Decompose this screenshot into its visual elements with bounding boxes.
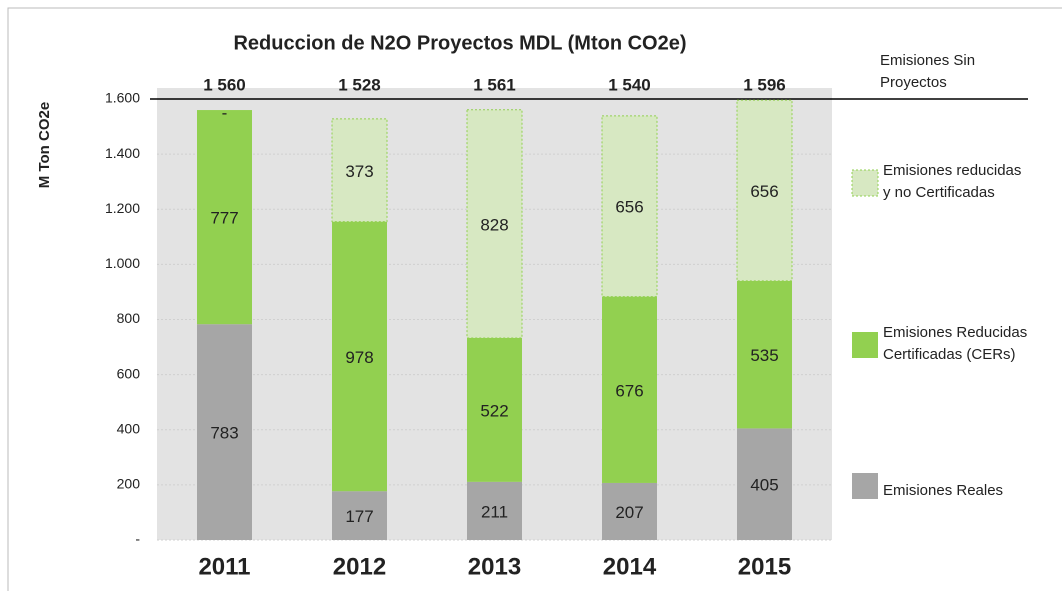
data-label: 656 [750,182,778,201]
total-label: 1 528 [338,75,381,94]
data-label: 373 [345,162,373,181]
bar-segment [602,296,657,483]
bar-segment [331,118,388,223]
y-tick-label: - [135,531,140,547]
data-label: 207 [615,503,643,522]
legend-label: Emisiones Reducidas Certificadas (CERs) [883,324,1028,363]
bar-segment [737,428,792,540]
x-tick-label: 2014 [603,553,657,580]
x-tick-label: 2011 [198,553,250,580]
y-tick-label: 1.400 [105,145,140,161]
legend-swatch [852,332,878,358]
data-label: 177 [345,507,373,526]
bar-segment [332,491,387,540]
bar-segment [197,324,252,540]
data-label: 676 [615,381,643,400]
totals-legend: Emisiones Sin Proyectos [880,52,976,91]
x-tick-label: 2015 [738,553,791,580]
bar-segment [467,481,522,540]
chart-title: Reduccion de N2O Proyectos MDL (Mton CO2… [233,32,686,54]
x-tick-label: 2012 [333,553,386,580]
bar-segment [466,109,523,339]
bar-segment [601,115,658,298]
frame [7,7,1062,591]
y-tick-label: 400 [117,420,141,436]
total-label: 1 540 [608,75,651,94]
y-tick-label: 1.200 [105,200,140,216]
y-axis-title: M Ton CO2e [36,102,53,188]
data-label: 535 [750,346,778,365]
y-tick-label: 1.000 [105,255,140,271]
total-label: 1 596 [743,75,786,94]
y-tick-label: 600 [117,365,141,381]
data-label: 656 [615,198,643,217]
data-label: 211 [481,502,508,521]
y-tick-label: 1.600 [105,90,140,106]
y-tick-label: 800 [117,310,141,326]
bar-segment [602,482,657,540]
legend-swatch [851,169,879,197]
data-label: 405 [750,476,778,495]
legend-label: Emisiones Reales [883,482,1004,499]
data-label: - [222,104,228,123]
bar-segment [197,110,252,325]
data-label: 777 [210,209,238,228]
bar-segment [467,337,522,482]
data-label: 828 [480,215,508,234]
legend-swatch [852,473,878,499]
data-label: 978 [345,348,373,367]
bar-segment [332,221,387,492]
data-label: 783 [210,424,238,443]
bar-segment [736,99,793,282]
total-label: 1 561 [473,75,516,94]
legend-label: Emisiones reducidas y no Certificadas [883,162,1022,201]
total-label: 1 560 [203,75,246,94]
x-tick-label: 2013 [468,553,521,580]
bar-segment [737,280,792,429]
data-label: 522 [480,401,508,420]
y-tick-label: 200 [117,476,141,492]
